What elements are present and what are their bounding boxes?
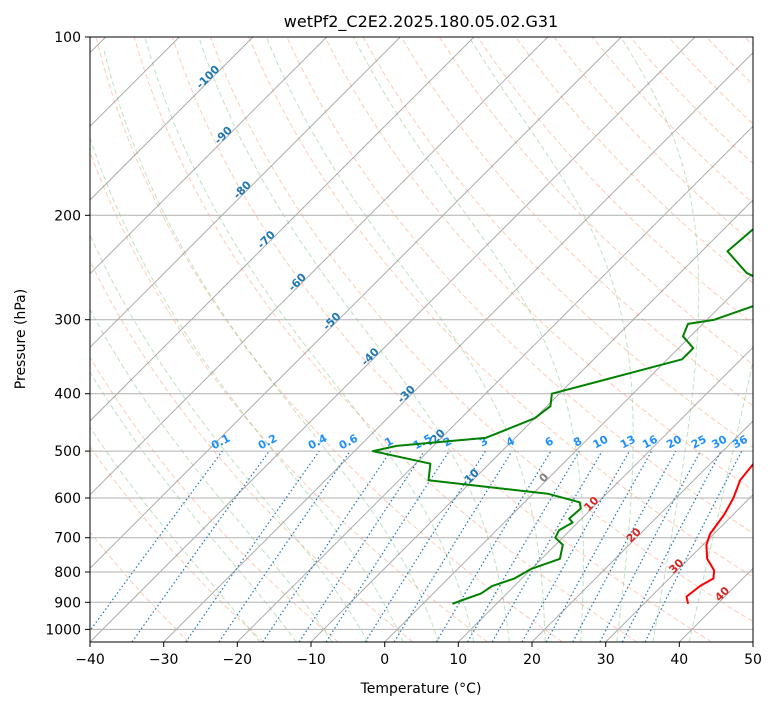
- x-tick-label: −40: [75, 652, 105, 668]
- dry-adiabat: [133, 37, 638, 642]
- isotherm: [236, 125, 753, 642]
- mixing-ratio-line: [545, 450, 653, 642]
- dry-adiabat: [90, 445, 264, 642]
- y-axis-label: Pressure (hPa): [13, 289, 29, 389]
- temperature-profile-line: [685, 462, 753, 605]
- y-tick-label: 300: [54, 313, 81, 329]
- moist-adiabat: [103, 49, 439, 642]
- x-axis-label: Temperature (°C): [360, 681, 482, 697]
- mixing-ratio-line: [90, 450, 223, 632]
- x-tick-label: −30: [149, 652, 179, 668]
- x-tick-label: 30: [597, 652, 615, 668]
- x-axis-ticks: −40 −30 −20 −10 0 10 20 30 40 50: [75, 642, 762, 668]
- mixing-ratio-line: [572, 450, 677, 642]
- x-tick-label: −20: [223, 652, 253, 668]
- y-tick-label: 900: [54, 595, 81, 611]
- y-tick-label: 1000: [45, 622, 81, 638]
- dry-adiabat: [515, 37, 753, 284]
- moist-adiabat: [265, 37, 546, 642]
- mixing-ratio-line: [298, 450, 425, 642]
- dry-adiabat: [210, 37, 753, 623]
- y-tick-label: 200: [54, 208, 81, 224]
- x-tick-label: 10: [449, 652, 467, 668]
- dry-adiabat: [438, 37, 753, 366]
- isotherm: [90, 37, 549, 496]
- isotherm: [310, 199, 753, 642]
- isotherm: [384, 272, 753, 642]
- isotherm: [90, 37, 401, 349]
- mixing-ratio-label: 13: [618, 433, 638, 452]
- y-tick-label: 400: [54, 387, 81, 403]
- y-tick-label: 800: [54, 565, 81, 581]
- isotherm: [90, 37, 328, 275]
- moist-adiabat: [90, 136, 404, 642]
- mixing-ratio-label: 20: [664, 433, 684, 452]
- mixing-ratio-label: 10: [591, 433, 611, 452]
- moist-adiabat: [688, 358, 753, 642]
- mixing-ratio-line: [185, 450, 320, 642]
- pressure-gridlines: [90, 37, 753, 630]
- y-axis-ticks: 100 200 300 400 500 600 700 800 900 1000: [45, 30, 90, 638]
- x-tick-label: 40: [670, 652, 688, 668]
- mixing-ratio-line: [325, 450, 450, 642]
- plot-frame: [89, 36, 754, 643]
- moist-adiabat: [353, 37, 584, 642]
- mixing-ratio-line: [644, 450, 743, 642]
- mixing-ratio-line: [131, 450, 270, 642]
- chart-title: wetPf2_C2E2.2025.180.05.02.G31: [284, 12, 558, 32]
- profile-series: [372, 227, 753, 605]
- y-tick-label: 500: [54, 444, 81, 460]
- mixing-ratio-line: [393, 450, 513, 642]
- moist-adiabat: [198, 37, 510, 642]
- mixing-ratio-line: [218, 450, 351, 642]
- mixing-ratio-line: [262, 450, 392, 642]
- moist-adiabat: [620, 37, 700, 642]
- mixing-ratio-label: 25: [689, 433, 709, 452]
- dry-adiabat: [324, 37, 753, 491]
- dry-adiabat: [95, 37, 563, 642]
- x-tick-label: 0: [380, 652, 389, 668]
- isotherm: [605, 493, 753, 642]
- plot-area: 0.1 0.2 0.4 0.6 1 1.5 2 3 4 6 8 10 13 16 20 25 30 36-100-…: [90, 37, 753, 642]
- isotherm: [90, 37, 622, 570]
- mixing-ratio-label: 16: [640, 433, 660, 452]
- dry-adiabat: [90, 531, 190, 642]
- moist-adiabat: [90, 426, 261, 642]
- y-tick-label: 600: [54, 491, 81, 507]
- y-tick-label: 100: [54, 30, 81, 46]
- mixing-ratio-line: [521, 450, 631, 642]
- mixing-ratio-label: 36: [730, 433, 750, 452]
- isotherm: [531, 420, 753, 642]
- y-tick-label: 700: [54, 531, 81, 547]
- dry-adiabat: [90, 150, 488, 642]
- x-tick-label: 20: [523, 652, 541, 668]
- mixing-ratio-label: 30: [710, 433, 730, 452]
- dry-adiabat: [90, 356, 339, 642]
- isotherm: [163, 51, 753, 642]
- isotherm: [90, 37, 475, 422]
- dewpoint-profile-line: [372, 227, 753, 605]
- isotherm: [90, 37, 696, 642]
- dry-adiabat: [248, 37, 753, 578]
- mixing-ratio-lines: [90, 450, 743, 642]
- x-tick-label: −10: [296, 652, 326, 668]
- isotherm: [90, 37, 254, 201]
- x-tick-label: 50: [744, 652, 762, 668]
- dry-adiabat: [400, 37, 753, 407]
